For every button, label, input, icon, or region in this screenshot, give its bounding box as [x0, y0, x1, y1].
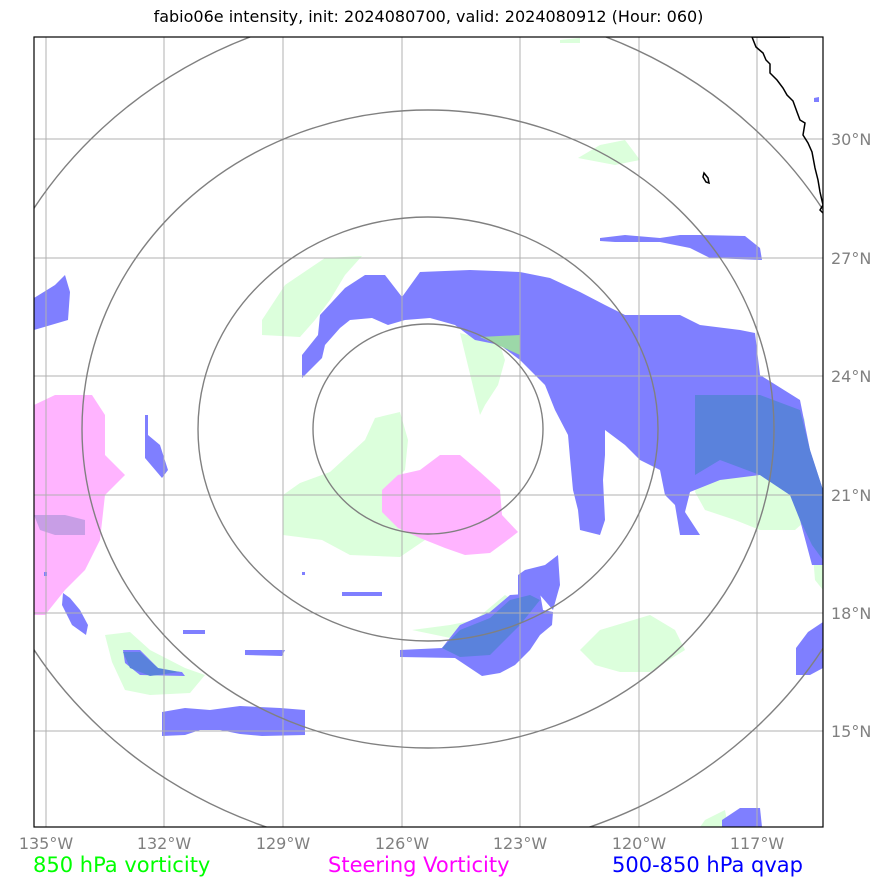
qvap-patch [302, 572, 305, 575]
overlap-patch [123, 652, 180, 676]
lat-tick-label: 15°N [831, 722, 871, 741]
vorticity-patch [283, 412, 425, 557]
vorticity-patch [105, 632, 205, 695]
lon-tick-label: 129°W [256, 834, 311, 853]
qvap-patch [600, 235, 762, 260]
legend-qvap: 500-850 hPa qvap [612, 853, 803, 877]
qvap-patch [245, 650, 285, 656]
coastline-baja [751, 37, 823, 214]
qvap-patch [162, 706, 305, 736]
overlap-patch [442, 595, 540, 657]
qvap-patch [796, 622, 823, 675]
range-ring-3 [81, 109, 775, 749]
vorticity-patch [700, 810, 728, 827]
lon-tick-label: 126°W [375, 834, 430, 853]
vorticity-patch [460, 333, 505, 415]
lon-tick-label: 123°W [493, 834, 548, 853]
vorticity-patch [560, 38, 580, 43]
steering-patch [34, 395, 125, 615]
vorticity-patch [580, 615, 685, 672]
qvap-patch [183, 630, 205, 634]
map-frame [33, 36, 824, 828]
lat-tick-label: 21°N [831, 486, 871, 505]
overlap-patch [34, 515, 85, 535]
qvap-patch [722, 808, 762, 827]
lon-tick-label: 135°W [19, 834, 74, 853]
lon-tick-label: 117°W [730, 834, 785, 853]
lat-tick-label: 24°N [831, 367, 871, 386]
qvap-patch [34, 275, 70, 330]
vorticity-patch [262, 256, 362, 337]
lat-tick-label: 18°N [831, 604, 871, 623]
qvap-patch [342, 592, 382, 596]
range-ring-1 [312, 323, 544, 535]
longitude-tick-labels: 135°W 132°W 129°W 126°W 123°W 120°W 117°… [19, 834, 785, 853]
map-title: fabio06e intensity, init: 2024080700, va… [153, 7, 704, 26]
lat-tick-label: 30°N [831, 130, 871, 149]
coastline [702, 37, 823, 214]
steering-vorticity-fields [34, 395, 518, 615]
legend-steering-vorticity: Steering Vorticity [328, 853, 510, 877]
vorticity-patch [578, 140, 640, 165]
steering-patch [382, 455, 518, 555]
overlap-patch [695, 395, 823, 560]
qvap-patch [145, 415, 168, 478]
qvap-patch [814, 97, 819, 102]
qvap-main-band [302, 270, 823, 565]
qvap-patch [62, 593, 88, 635]
range-ring-2 [197, 216, 659, 642]
legend-850-vorticity: 850 hPa vorticity [33, 853, 211, 877]
island [702, 171, 710, 185]
lat-tick-label: 27°N [831, 249, 871, 268]
lon-tick-label: 132°W [137, 834, 192, 853]
map-content [34, 37, 823, 827]
vorticity-850-fields [105, 38, 823, 827]
range-rings [34, 37, 823, 827]
lon-tick-label: 120°W [612, 834, 667, 853]
latitude-tick-labels: 30°N 27°N 24°N 21°N 18°N 15°N [831, 130, 871, 741]
graticule [34, 37, 823, 827]
